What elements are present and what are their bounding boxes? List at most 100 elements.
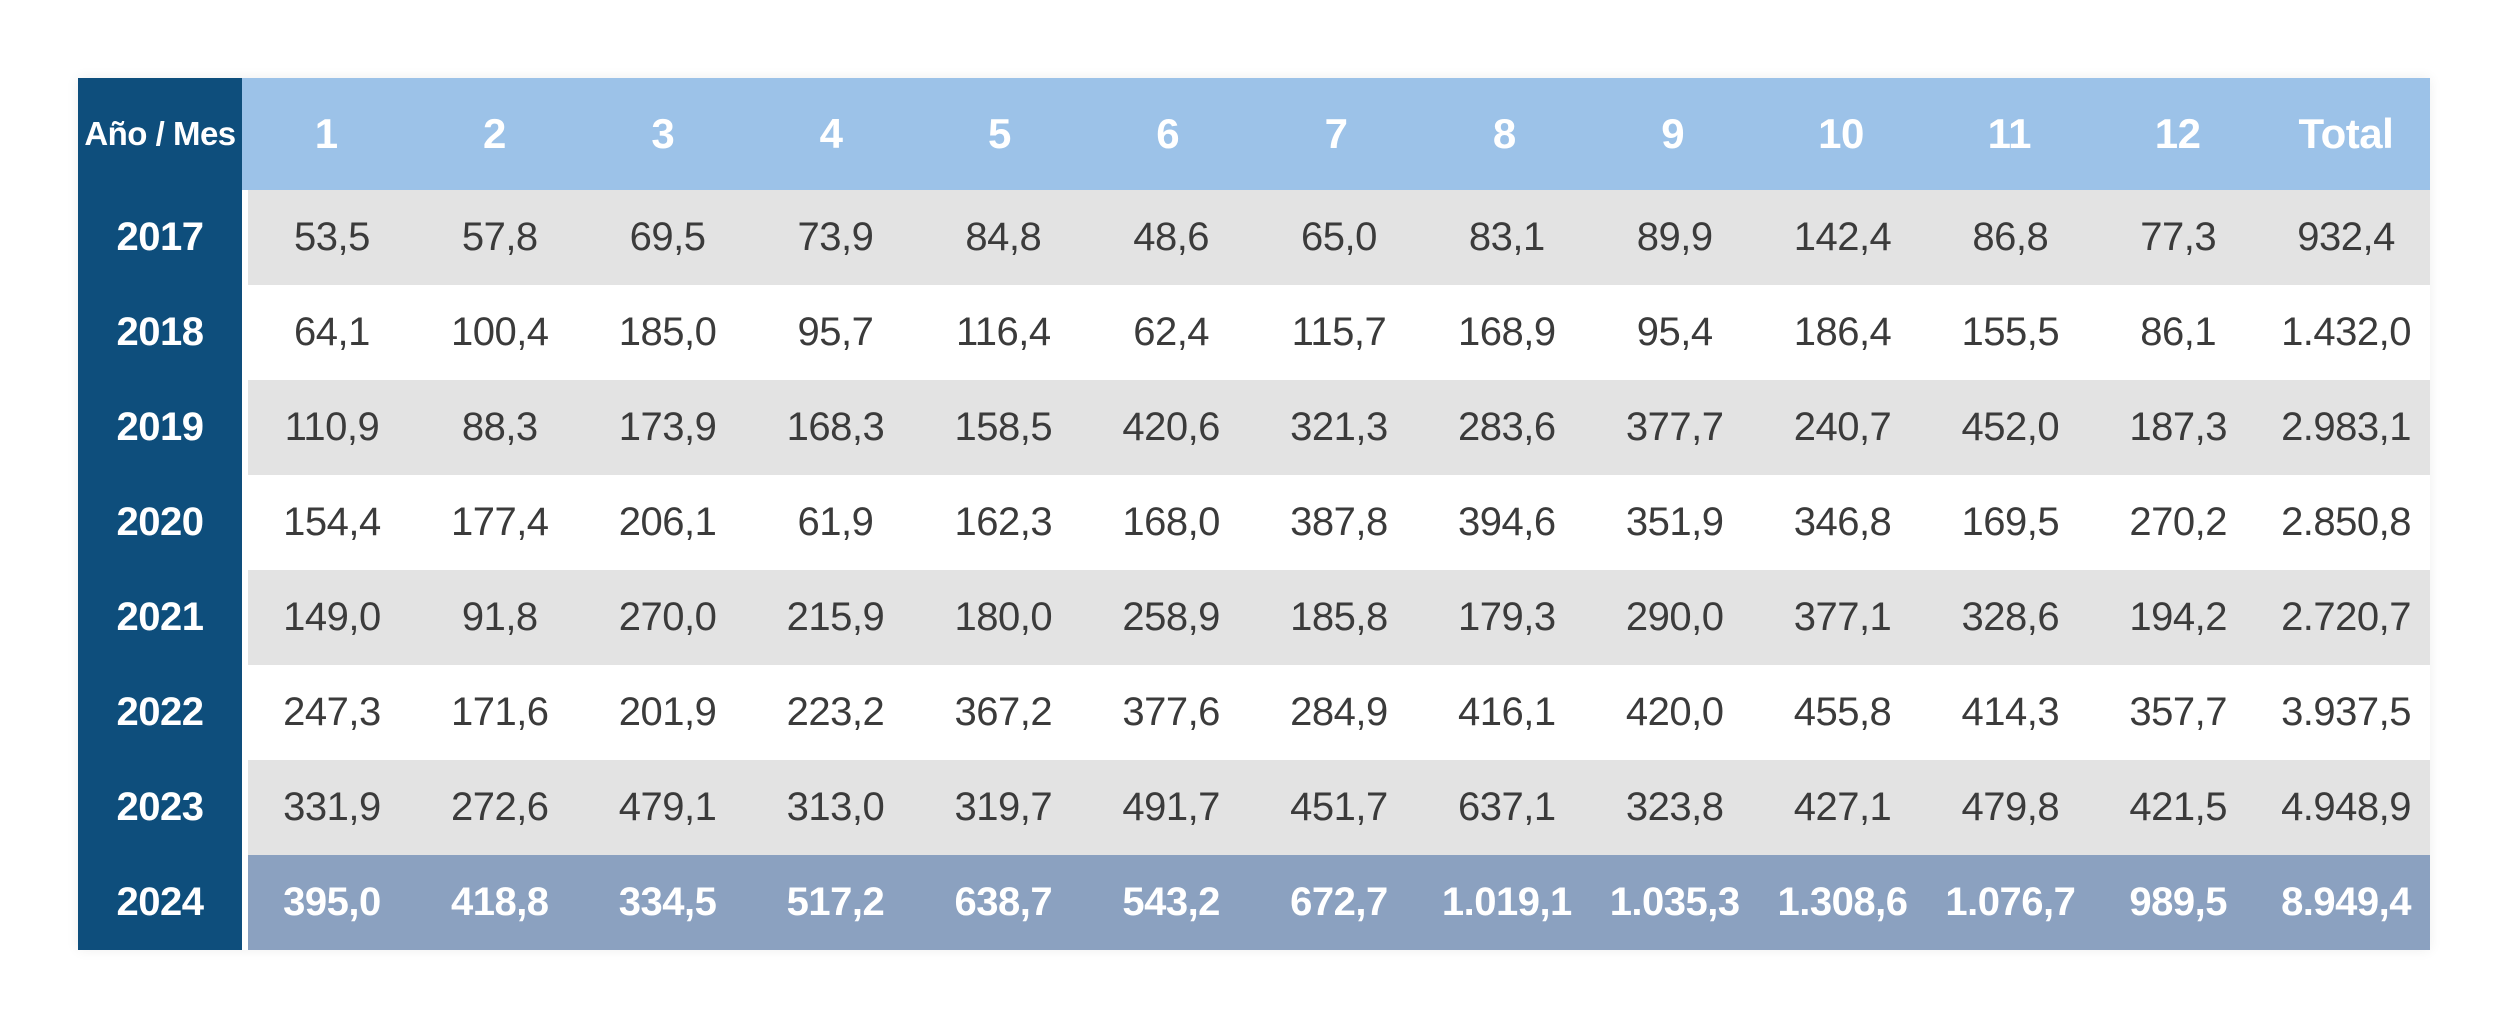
month-value-cell: 377,1 (1793, 595, 1892, 639)
table-row: 2018 64,1 100,4 185,0 95,7 116,4 62,4 115,7 168,… (78, 285, 2430, 380)
month-header-cell: 1 (314, 110, 338, 157)
month-value-cell: 177,4 (450, 500, 549, 544)
row-values-band: 110,9 88,3 173,9 168,3 158,5 420,6 321,3 283,6 3… (242, 380, 2430, 475)
month-value-cell: 64,1 (293, 310, 370, 354)
month-value-cell: 158,5 (954, 405, 1053, 449)
month-value-cell: 169,5 (1961, 500, 2060, 544)
month-value-cell: 215,9 (786, 595, 885, 639)
month-header-cell: 4 (819, 110, 843, 157)
month-value-cell: 95,7 (797, 310, 874, 354)
month-value-cell: 491,7 (1122, 785, 1220, 829)
month-value-cell: 319,7 (954, 785, 1053, 829)
month-value-cell: 479,8 (1961, 785, 2060, 829)
month-value-cell: 394,6 (1458, 500, 1556, 544)
month-value-cell: 89,9 (1636, 215, 1713, 259)
month-value-cell: 223,2 (786, 690, 885, 734)
month-value-cell: 543,2 (1122, 880, 1220, 924)
month-value-cell: 272,6 (450, 785, 549, 829)
month-value-cell: 283,6 (1458, 405, 1556, 449)
month-value-cell: 168,3 (786, 405, 885, 449)
month-value-cell: 452,0 (1961, 405, 2060, 449)
month-value-cell: 168,0 (1122, 500, 1220, 544)
month-value-cell: 179,3 (1458, 595, 1556, 639)
year-header-cell: 2023 (78, 760, 242, 855)
month-value-cell: 421,5 (2129, 785, 2227, 829)
month-value-cell: 270,0 (618, 595, 717, 639)
row-values-band: 53,5 57,8 69,5 73,9 84,8 48,6 65,0 83,1 89,9 142,… (242, 190, 2430, 285)
year-header-cell: 2017 (78, 190, 242, 285)
month-value-cell: 455,8 (1793, 690, 1892, 734)
year-header-cell: 2021 (78, 570, 242, 665)
month-value-cell: 258,9 (1122, 595, 1220, 639)
month-value-cell: 1.019,1 (1441, 880, 1572, 924)
month-value-cell: 387,8 (1290, 500, 1388, 544)
total-value-cell: 2.850,8 (2281, 500, 2412, 544)
table-header-row: Año / Mes 1 2 3 4 5 6 7 8 9 10 11 12 Total (78, 78, 2430, 190)
month-header-cell: 10 (1818, 110, 1864, 157)
month-value-cell: 672,7 (1290, 880, 1388, 924)
month-value-cell: 479,1 (618, 785, 717, 829)
table-row: 2021 149,0 91,8 270,0 215,9 180,0 258,9 185,8 17… (78, 570, 2430, 665)
month-value-cell: 162,3 (954, 500, 1053, 544)
month-value-cell: 351,9 (1625, 500, 1724, 544)
corner-header-cell: Año / Mes (78, 78, 242, 190)
month-value-cell: 185,0 (618, 310, 717, 354)
row-values-band: 331,9 272,6 479,1 313,0 319,7 491,7 451,7 637,1… (242, 760, 2430, 855)
month-value-cell: 637,1 (1458, 785, 1556, 829)
month-value-cell: 328,6 (1961, 595, 2060, 639)
month-value-cell: 65,0 (1301, 215, 1377, 259)
row-values-band: 149,0 91,8 270,0 215,9 180,0 258,9 185,8 179,3 2… (242, 570, 2430, 665)
year-header-cell: 2018 (78, 285, 242, 380)
month-value-cell: 395,0 (283, 880, 381, 924)
month-value-cell: 357,7 (2129, 690, 2227, 734)
month-value-cell: 168,9 (1458, 310, 1556, 354)
month-value-cell: 57,8 (461, 215, 538, 259)
month-header-cell: 9 (1661, 110, 1685, 157)
month-value-cell: 206,1 (618, 500, 717, 544)
month-value-cell: 86,8 (1972, 215, 2049, 259)
month-value-cell: 284,9 (1290, 690, 1388, 734)
month-value-cell: 418,8 (450, 880, 549, 924)
month-value-cell: 334,5 (618, 880, 717, 924)
year-header-cell: 2024 (78, 855, 242, 950)
month-value-cell: 95,4 (1636, 310, 1713, 354)
row-values-band: 154,4 177,4 206,1 61,9 162,3 168,0 387,8 394,6 3… (242, 475, 2430, 570)
total-value-cell: 1.432,0 (2281, 310, 2412, 354)
month-value-cell: 367,2 (954, 690, 1053, 734)
month-header-cell: 7 (1324, 110, 1348, 157)
month-value-cell: 313,0 (786, 785, 885, 829)
total-value-cell: 2.983,1 (2281, 405, 2412, 449)
month-value-cell: 53,5 (293, 215, 370, 259)
month-value-cell: 116,4 (955, 310, 1051, 354)
month-value-cell: 180,0 (954, 595, 1053, 639)
month-value-cell: 194,2 (2129, 595, 2227, 639)
month-value-cell: 1.035,3 (1609, 880, 1740, 924)
month-value-cell: 321,3 (1290, 405, 1388, 449)
table-row: 2022 247,3 171,6 201,9 223,2 367,2 377,6 284,9 4… (78, 665, 2430, 760)
month-header-cell: 12 (2154, 110, 2201, 157)
month-value-cell: 323,8 (1625, 785, 1724, 829)
month-value-cell: 173,9 (618, 405, 717, 449)
month-value-cell: 115,7 (1291, 310, 1387, 354)
month-value-cell: 377,6 (1122, 690, 1220, 734)
month-value-cell: 427,1 (1793, 785, 1892, 829)
month-value-cell: 84,8 (965, 215, 1042, 259)
month-value-cell: 517,2 (786, 880, 885, 924)
month-value-cell: 91,8 (461, 595, 538, 639)
row-values-band: 64,1 100,4 185,0 95,7 116,4 62,4 115,7 168,9 95,… (242, 285, 2430, 380)
month-header-cell: 6 (1156, 110, 1180, 157)
table-row: 2017 53,5 57,8 69,5 73,9 84,8 48,6 65,0 83,1 89,9… (78, 190, 2430, 285)
month-value-cell: 1.076,7 (1945, 880, 2076, 924)
month-value-cell: 86,1 (2140, 310, 2217, 354)
month-value-cell: 247,3 (283, 690, 381, 734)
table-row: 2024 395,0 418,8 334,5 517,2 638,7 543,2 672,7 1… (78, 855, 2430, 950)
month-header-cell: 8 (1492, 110, 1516, 157)
table-row: 2019 110,9 88,3 173,9 168,3 158,5 420,6 321,3 28… (78, 380, 2430, 475)
month-value-cell: 420,6 (1122, 405, 1220, 449)
month-value-cell: 155,5 (1961, 310, 2060, 354)
total-value-cell: 2.720,7 (2281, 595, 2412, 639)
month-value-cell: 62,4 (1133, 310, 1210, 354)
month-value-cell: 142,4 (1793, 215, 1892, 259)
total-value-cell: 3.937,5 (2281, 690, 2412, 734)
total-value-cell: 932,4 (2297, 215, 2395, 259)
